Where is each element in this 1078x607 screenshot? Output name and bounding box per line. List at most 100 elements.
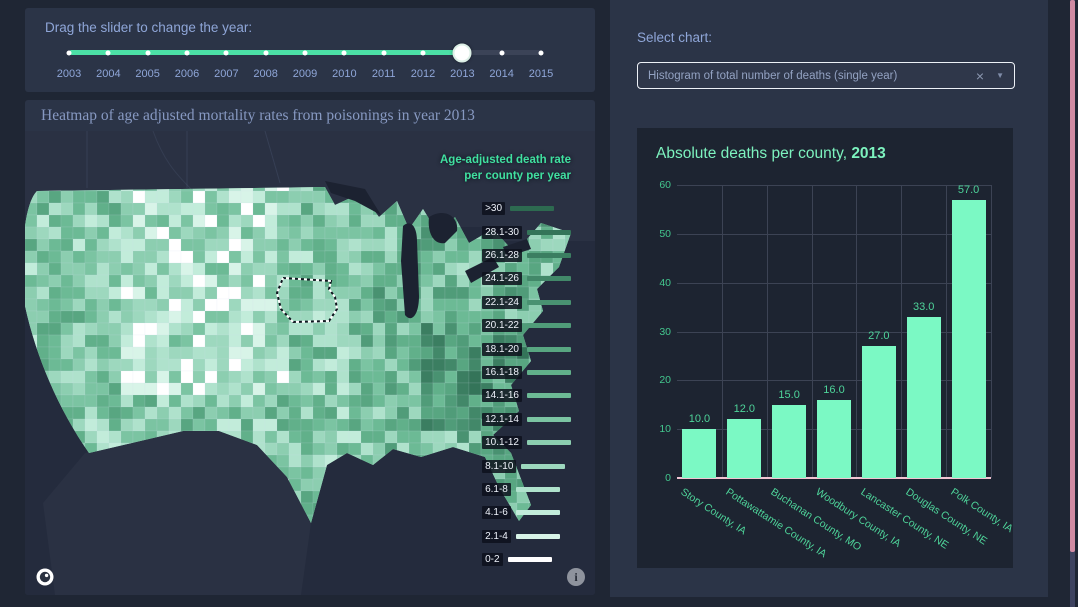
y-axis-tick-label: 10 [659,423,671,436]
legend-row: 12.1-14 [482,408,571,431]
slider-year-label: 2015 [528,68,554,80]
legend-swatch [527,440,571,446]
legend-row: 28.1-30 [482,220,571,243]
legend-swatch [527,276,571,282]
legend-label: 2.1-4 [482,529,511,543]
legend-swatch [510,206,555,212]
bar-value-label: 10.0 [688,413,711,426]
slider-year-label: 2012 [410,68,436,80]
dropdown-selected-value: Histogram of total number of deaths (sin… [648,69,898,82]
legend-swatch [527,369,571,375]
slider-dot[interactable] [538,50,544,55]
legend-swatch [515,510,560,516]
slider-dot[interactable] [263,50,269,55]
choropleth-map[interactable]: Age-adjusted death rate per county per y… [25,131,595,595]
bar[interactable] [951,199,986,478]
legend-row: 6.1-8 [482,478,571,501]
y-axis-tick-label: 50 [659,227,671,240]
legend-label: 20.1-22 [482,319,522,333]
legend-label: 4.1-6 [482,506,511,520]
legend-swatch [507,557,552,563]
legend-row: 18.1-20 [482,337,571,360]
y-axis-tick-label: 0 [665,472,671,484]
slider-year-label: 2014 [489,68,514,80]
slider-dot[interactable] [302,50,308,55]
slider-dot[interactable] [145,50,151,55]
mapbox-logo-icon[interactable] [35,567,55,587]
chart-title: Absolute deaths per county, 2013 [656,145,886,162]
legend-label: 14.1-16 [482,389,522,403]
slider-dot[interactable] [66,50,72,55]
bar[interactable] [817,399,851,478]
y-axis-tick-label: 30 [659,325,671,338]
bar-value-label: 15.0 [778,388,800,401]
gridline-vertical [721,185,723,478]
legend-row: 22.1-24 [482,291,571,314]
y-axis-tick-label: 20 [659,374,671,387]
legend-label: >30 [482,202,506,216]
legend-swatch [527,229,571,235]
bar-value-label: 33.0 [912,300,935,313]
bar[interactable] [727,419,762,478]
chart-select-label: Select chart: [637,30,713,45]
bar[interactable] [906,316,941,478]
bar[interactable] [682,429,717,478]
gridline-horizontal [677,380,991,382]
slider-year-label: 2010 [332,68,357,80]
legend-label: 10.1-12 [482,436,522,450]
slider-handle[interactable] [452,43,472,62]
legend-row: 4.1-6 [482,501,571,524]
legend-swatch [521,463,566,469]
year-slider[interactable] [66,43,544,62]
slider-dot[interactable] [341,50,347,55]
slider-dot[interactable] [420,50,426,55]
bar[interactable] [861,346,896,478]
slider-dot[interactable] [105,50,111,55]
legend-label: 26.1-28 [482,249,522,262]
slider-year-labels: 2003 2004 2005 2006 2007 2008 2009 2010 2011 2012… [57,68,553,84]
map-legend: Age-adjusted death rate per county per y… [440,153,571,571]
slider-dot[interactable] [223,50,229,55]
legend-label: 18.1-20 [482,342,522,356]
gridline-vertical [811,185,813,478]
x-axis-zero-line [677,477,991,479]
legend-row: 24.1-26 [482,267,571,290]
legend-swatch [527,299,571,305]
right-panel: Select chart: Histogram of total number … [610,0,1048,597]
bar-chart-plot[interactable]: 0 10 20 30 40 50 60 10.0 Story County, IA 12.0 Pot… [659,179,1014,560]
gridline-vertical [901,185,903,478]
chart-select-dropdown[interactable]: Histogram of total number of deaths (sin… [637,62,1015,89]
slider-year-label: 2005 [135,68,160,80]
chevron-down-icon[interactable]: ▼ [996,71,1004,80]
gridline-vertical [766,185,768,478]
year-slider-card: Drag the slider to change the year: 2003… [25,8,595,92]
bar[interactable] [772,404,807,478]
legend-label: 24.1-26 [482,272,522,286]
slider-year-label: 2004 [96,68,121,80]
gridline-vertical [946,185,948,478]
heatmap-card: Heatmap of age adjusted mortality rates … [25,100,595,595]
legend-swatch [527,253,571,258]
legend-row: 0-2 [482,548,571,571]
slider-dot[interactable] [499,50,505,55]
info-icon[interactable]: i [567,568,585,586]
slider-dot[interactable] [184,50,190,55]
legend-row: 26.1-28 [482,244,571,267]
legend-swatch [527,416,571,422]
legend-row: 10.1-12 [482,431,571,454]
scrollbar-thumb[interactable] [1070,0,1075,552]
gridline-vertical [856,185,858,478]
legend-label: 28.1-30 [482,225,522,239]
gridline-vertical [991,185,992,478]
slider-dot[interactable] [381,50,387,55]
legend-row: 16.1-18 [482,361,571,384]
legend-row: 2.1-4 [482,525,571,548]
legend-label: 12.1-14 [482,412,522,426]
legend-swatch [527,346,571,352]
gridline-horizontal [677,185,991,186]
clear-icon[interactable]: × [975,67,985,84]
selected-state-outline[interactable] [275,276,339,324]
legend-row: 8.1-10 [482,454,571,477]
legend-swatch [515,533,560,539]
